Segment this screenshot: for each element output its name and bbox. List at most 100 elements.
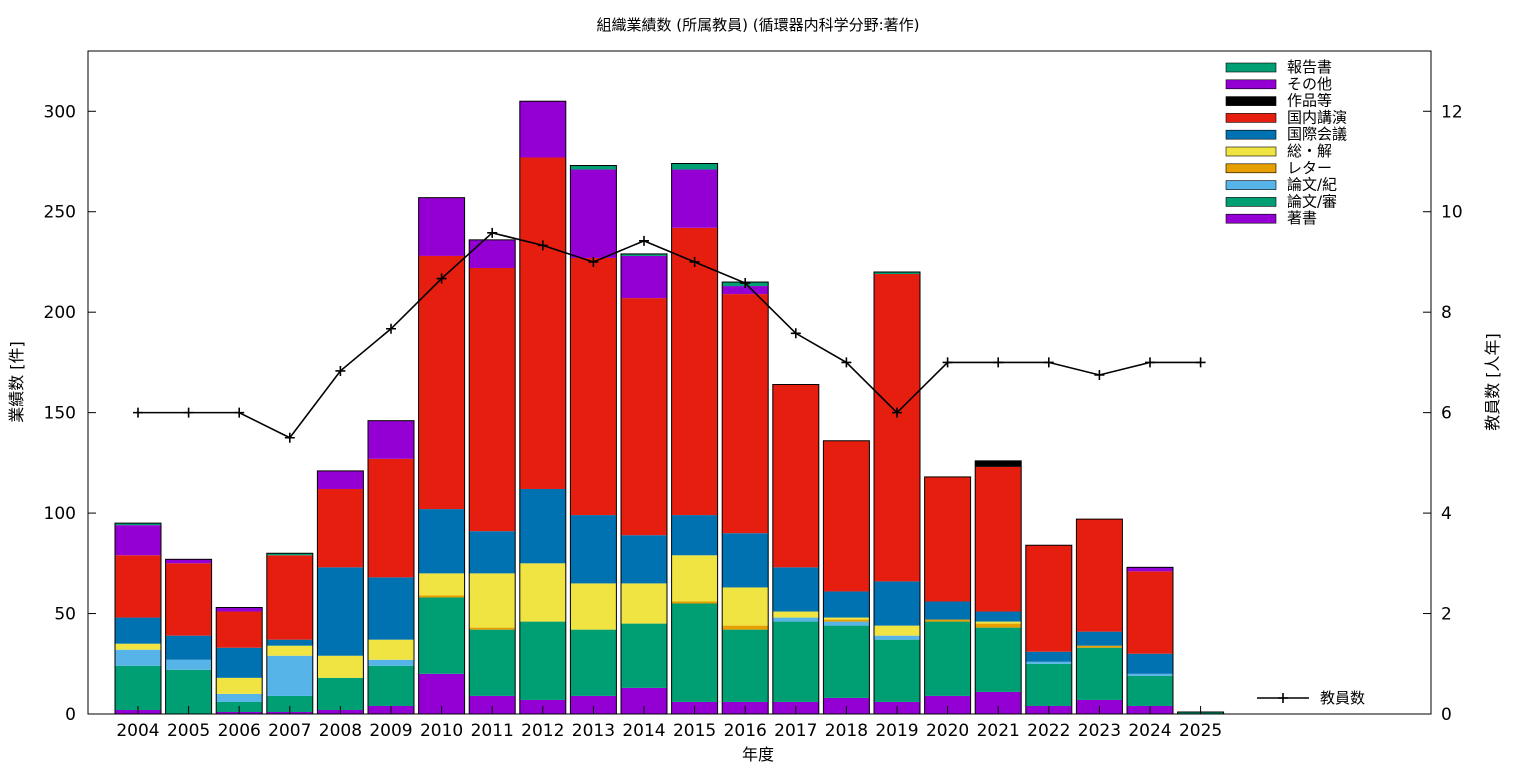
bar-segment: [1076, 647, 1123, 700]
bar-segment: [469, 627, 516, 630]
bar-segment: [823, 440, 870, 592]
bar-segment: [317, 567, 364, 656]
legend-label: レター: [1287, 159, 1332, 177]
bar-segment: [115, 643, 161, 650]
bar-segment: [519, 157, 566, 489]
bar-segment: [975, 460, 1022, 467]
faculty-count-point: [1145, 357, 1155, 368]
x-tick-label: 2007: [268, 721, 311, 741]
legend-swatch: [1225, 180, 1277, 190]
bar-segment: [975, 691, 1022, 714]
x-tick-label: 2020: [926, 721, 969, 741]
plot-frame: [87, 50, 1432, 715]
legend-label: 報告書: [1287, 58, 1332, 76]
bar-segment: [1127, 571, 1173, 654]
bar-segment: [722, 533, 769, 588]
bar-segment: [823, 625, 870, 698]
bar-segment: [874, 625, 920, 636]
legend-swatch: [1225, 79, 1277, 90]
bar-segment: [115, 617, 161, 644]
faculty-count-point: [183, 407, 194, 418]
chart-title: 組織業績数 (所属教員) (循環器内科学分野:著作): [596, 16, 919, 34]
faculty-count-point: [790, 328, 801, 339]
bar-segment: [874, 581, 920, 626]
bar-segment: [671, 603, 718, 702]
bar-segment: [1076, 645, 1123, 648]
legend-label: 論文/紀: [1287, 176, 1337, 194]
bar-segment: [772, 384, 819, 568]
line-legend-marker: [1278, 693, 1288, 703]
bar-segment: [469, 629, 516, 696]
bar-segment: [621, 253, 667, 256]
y-tick-label: 150: [44, 404, 76, 424]
bar-segment: [418, 509, 465, 574]
bar-segment: [722, 629, 769, 702]
faculty-count-point: [841, 357, 852, 368]
y-tick-label: 300: [44, 102, 76, 122]
faculty-count-point: [942, 357, 953, 368]
x-tick-label: 2018: [825, 721, 868, 741]
x-tick-label: 2008: [319, 721, 362, 741]
bar-segment: [1025, 651, 1072, 662]
bar-segment: [165, 563, 212, 636]
x-tick-label: 2005: [167, 721, 210, 741]
bar-segment: [1025, 661, 1072, 664]
bar-segment: [266, 639, 313, 646]
bar-segment: [266, 695, 313, 712]
y-tick-label: 250: [44, 203, 76, 223]
faculty-count-point: [284, 432, 295, 443]
bar-segment: [570, 695, 617, 714]
bar-segment: [317, 470, 364, 489]
bar-segment: [216, 677, 263, 694]
legend-swatch: [1225, 213, 1277, 224]
x-tick-label: 2021: [977, 721, 1020, 741]
bar-segment: [266, 645, 313, 656]
x-tick-label: 2006: [218, 721, 261, 741]
line-legend: 教員数: [1257, 689, 1365, 707]
bar-segment: [368, 458, 414, 578]
x-tick-label: 2013: [572, 721, 615, 741]
bar-segment: [671, 227, 718, 516]
bar-segment: [924, 476, 971, 602]
legend-swatch: [1225, 146, 1277, 157]
bar-segment: [165, 635, 212, 660]
bar-segment: [671, 555, 718, 602]
faculty-count-point: [335, 365, 346, 376]
legend-swatch: [1225, 129, 1277, 140]
bar-segment: [924, 619, 971, 622]
y2-tick-label: 0: [1441, 705, 1452, 725]
y-tick-label: 50: [54, 605, 76, 625]
bar-segment: [975, 466, 1022, 612]
bar-segment: [1076, 631, 1123, 646]
legend-label: 総・解: [1287, 142, 1332, 160]
bar-segment: [368, 577, 414, 640]
x-tick-label: 2010: [420, 721, 463, 741]
bar-segment: [621, 255, 667, 299]
legend-swatch: [1225, 113, 1277, 123]
bar-segment: [823, 617, 870, 620]
faculty-count-point: [993, 357, 1004, 368]
bar-segment: [975, 621, 1022, 624]
x-tick-label: 2019: [875, 721, 918, 741]
x-tick-label: 2023: [1078, 721, 1121, 741]
bar-segment: [570, 165, 617, 170]
bar-segment: [621, 583, 667, 624]
bar-segment: [469, 239, 516, 268]
bar-segment: [1127, 653, 1173, 674]
bar-segment: [115, 523, 161, 526]
bar-segment: [671, 515, 718, 556]
bar-segment: [115, 665, 161, 710]
bar-segment: [216, 607, 263, 612]
x-tick-label: 2024: [1128, 721, 1171, 741]
x-tick-label: 2016: [724, 721, 767, 741]
faculty-count-point: [1043, 357, 1054, 368]
faculty-count-point: [1195, 357, 1206, 368]
faculty-count-point: [740, 278, 751, 289]
bar-segment: [519, 621, 566, 700]
bar-segment: [317, 677, 364, 710]
bar-segment: [317, 655, 364, 678]
bar-segment: [671, 601, 718, 604]
bar-segment: [519, 563, 566, 622]
y2-tick-label: 4: [1441, 504, 1452, 524]
